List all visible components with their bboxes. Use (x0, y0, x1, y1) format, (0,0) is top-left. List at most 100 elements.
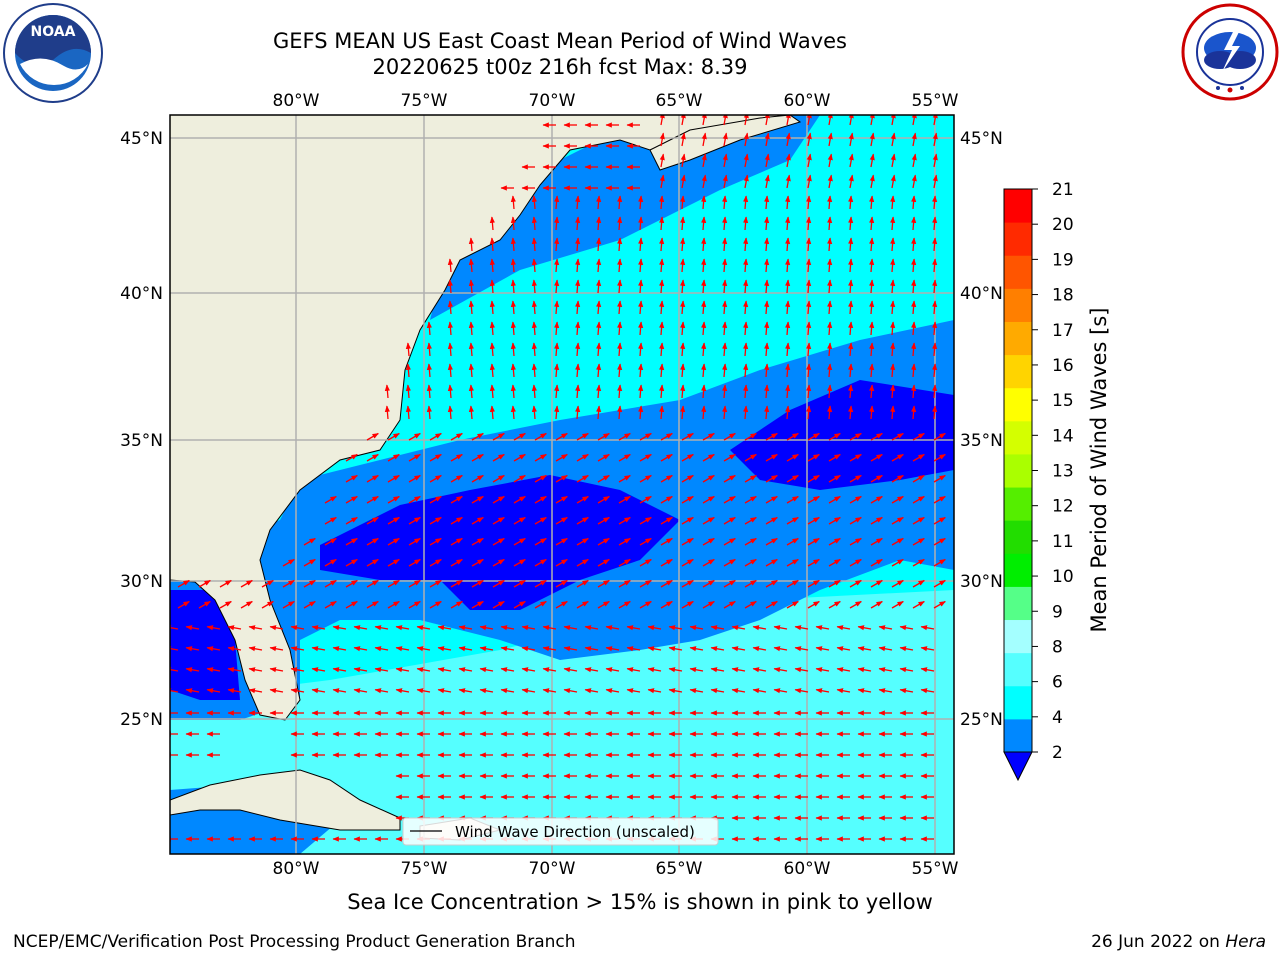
wave-direction-arrow (932, 237, 938, 252)
wave-direction-arrow (510, 237, 516, 252)
wave-direction-arrow (405, 363, 411, 378)
wave-direction-arrow (638, 195, 644, 210)
wave-direction-arrow (827, 195, 833, 210)
wave-direction-arrow (870, 516, 883, 525)
wave-direction-arrow (912, 537, 925, 546)
wave-direction-arrow (597, 537, 610, 546)
wave-direction-arrow (638, 384, 644, 399)
wave-direction-arrow (869, 405, 875, 420)
wave-direction-arrow (911, 321, 917, 336)
wave-direction-arrow (290, 688, 305, 694)
wave-direction-arrow (542, 646, 557, 652)
wave-direction-arrow (510, 321, 516, 336)
wave-direction-arrow (534, 474, 547, 483)
wave-direction-arrow (542, 625, 557, 631)
wave-direction-arrow (933, 537, 946, 546)
wave-direction-arrow (786, 558, 799, 567)
wave-direction-arrow (828, 600, 841, 609)
wave-direction-arrow (554, 342, 560, 357)
wave-direction-arrow (857, 646, 872, 652)
wave-direction-arrow (555, 453, 568, 462)
wave-direction-arrow (597, 579, 610, 588)
colorbar-tick-label: 4 (1052, 708, 1063, 728)
wave-direction-arrow (554, 300, 560, 315)
wave-direction-arrow (848, 195, 854, 210)
wave-direction-arrow (836, 688, 851, 694)
wave-direction-arrow (605, 625, 620, 631)
wave-direction-arrow (638, 216, 644, 231)
wave-direction-arrow (429, 579, 442, 588)
wave-direction-arrow (701, 279, 707, 294)
wave-direction-arrow (555, 516, 568, 525)
wave-direction-arrow (447, 258, 453, 273)
wave-direction-arrow (618, 453, 631, 462)
wave-direction-arrow (596, 195, 602, 210)
wave-direction-arrow (723, 579, 736, 588)
wave-direction-arrow (542, 688, 557, 694)
wave-direction-arrow (722, 405, 728, 420)
colorbar-segment (1004, 685, 1032, 720)
colorbar-tick-label: 19 (1052, 250, 1074, 270)
wave-direction-arrow (890, 342, 896, 357)
wave-direction-arrow (828, 537, 841, 546)
wave-direction-arrow (681, 495, 694, 504)
lat-label: 45°N (120, 129, 163, 149)
wave-direction-arrow (471, 579, 484, 588)
wave-direction-arrow (912, 579, 925, 588)
wave-direction-arrow (806, 258, 812, 273)
wave-direction-arrow (744, 537, 757, 546)
wave-direction-arrow (869, 195, 875, 210)
wave-direction-arrow (447, 342, 453, 357)
lat-label: 35°N (960, 431, 1003, 451)
wave-direction-arrow (869, 300, 875, 315)
wave-direction-arrow (890, 300, 896, 315)
map-area (170, 115, 954, 854)
wave-direction-arrow (170, 688, 179, 694)
wave-direction-arrow (534, 495, 547, 504)
wave-direction-arrow (617, 405, 623, 420)
wave-direction-arrow (290, 646, 305, 652)
wave-direction-arrow (659, 237, 665, 252)
wave-direction-arrow (468, 237, 474, 252)
wave-direction-arrow (408, 516, 421, 525)
wave-direction-arrow (492, 600, 505, 609)
wave-direction-arrow (807, 600, 820, 609)
wave-direction-arrow (618, 474, 631, 483)
wave-direction-arrow (681, 474, 694, 483)
wave-direction-arrow (912, 453, 925, 462)
wave-direction-arrow (513, 495, 526, 504)
wave-direction-arrow (744, 558, 757, 567)
wave-direction-arrow (680, 174, 686, 189)
wave-direction-arrow (617, 384, 623, 399)
wave-direction-arrow (555, 579, 568, 588)
wave-direction-arrow (521, 688, 536, 694)
wave-direction-arrow (639, 495, 652, 504)
wave-direction-arrow (531, 300, 537, 315)
wave-direction-arrow (806, 115, 812, 126)
wave-direction-arrow (471, 537, 484, 546)
wave-direction-arrow (701, 258, 707, 273)
wave-direction-arrow (848, 132, 854, 147)
wave-direction-arrow (680, 384, 686, 399)
wave-direction-arrow (384, 384, 390, 399)
wave-direction-arrow (185, 625, 200, 631)
wave-direction-arrow (933, 516, 946, 525)
wave-direction-arrow (366, 474, 379, 483)
wave-direction-arrow (447, 384, 453, 399)
wave-direction-arrow (269, 688, 284, 694)
wave-direction-arrow (731, 667, 746, 673)
wave-direction-arrow (752, 625, 767, 631)
wave-direction-arrow (447, 300, 453, 315)
wave-direction-arrow (500, 667, 515, 673)
chart-subtitle-run: 20220625 t00z 216h fcst Max: 8.39 (372, 55, 748, 79)
wave-direction-arrow (345, 600, 358, 609)
wave-direction-arrow (932, 321, 938, 336)
wave-direction-arrow (891, 495, 904, 504)
wave-direction-arrow (554, 216, 560, 231)
colorbar-segment (1004, 453, 1032, 488)
period-under-2-east (730, 380, 954, 490)
wave-direction-arrow (332, 646, 347, 652)
wave-direction-arrow (722, 258, 728, 273)
wave-direction-arrow (510, 195, 516, 210)
wave-direction-arrow (701, 237, 707, 252)
